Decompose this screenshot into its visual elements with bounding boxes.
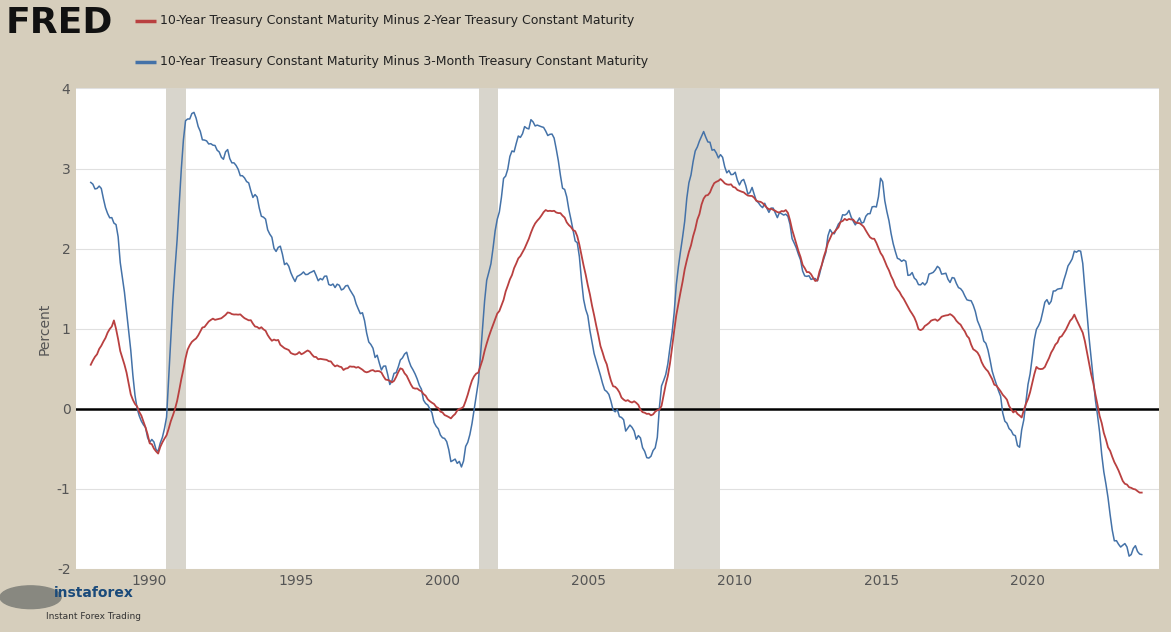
Y-axis label: Percent: Percent <box>37 303 52 355</box>
Bar <box>479 88 499 569</box>
Text: 10-Year Treasury Constant Maturity Minus 3-Month Treasury Constant Maturity: 10-Year Treasury Constant Maturity Minus… <box>160 55 649 68</box>
Circle shape <box>0 586 61 609</box>
Text: instaforex: instaforex <box>54 586 133 600</box>
Bar <box>166 88 186 569</box>
Text: 10-Year Treasury Constant Maturity Minus 2-Year Treasury Constant Maturity: 10-Year Treasury Constant Maturity Minus… <box>160 14 635 27</box>
Text: Instant Forex Trading: Instant Forex Trading <box>46 612 141 621</box>
Text: FRED: FRED <box>6 6 114 40</box>
Bar <box>674 88 720 569</box>
